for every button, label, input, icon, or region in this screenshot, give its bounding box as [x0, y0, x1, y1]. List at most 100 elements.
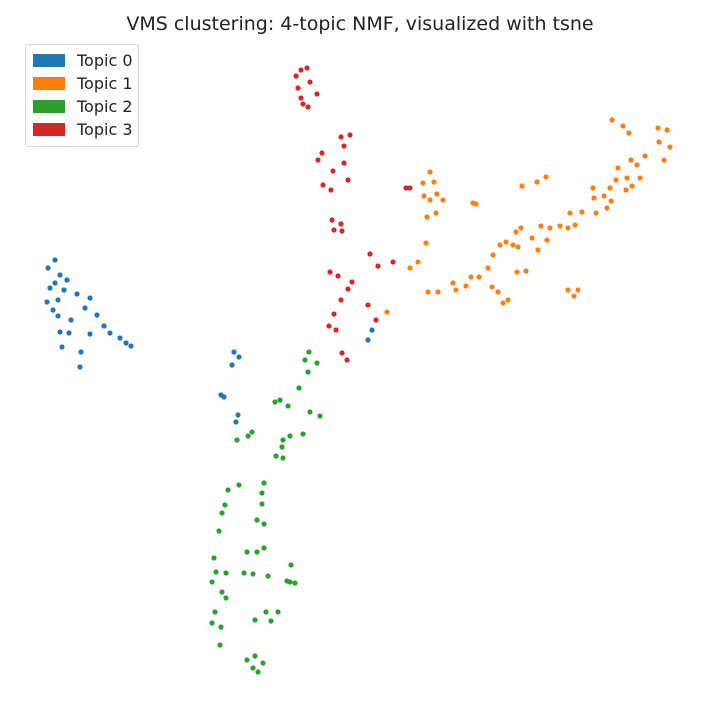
point-topic-3-33 — [365, 302, 371, 308]
point-topic-1-41 — [535, 247, 541, 253]
point-topic-2-7 — [285, 403, 291, 409]
point-topic-2-3 — [305, 369, 311, 375]
point-topic-3-37 — [326, 323, 332, 329]
point-topic-2-33 — [288, 562, 294, 568]
legend-item-topic-0: Topic 0 — [26, 49, 138, 72]
point-topic-2-36 — [292, 580, 298, 586]
point-topic-1-53 — [500, 300, 506, 306]
point-topic-2-11 — [245, 433, 251, 439]
point-topic-1-34 — [513, 229, 519, 235]
point-topic-3-14 — [341, 160, 347, 166]
point-topic-3-7 — [300, 101, 306, 107]
point-topic-1-20 — [591, 195, 597, 201]
series-topic-0 — [44, 257, 375, 425]
point-topic-1-5 — [667, 144, 673, 150]
point-topic-0-34 — [369, 327, 375, 333]
point-topic-2-38 — [213, 569, 219, 575]
point-topic-2-14 — [280, 437, 286, 443]
point-topic-3-31 — [390, 259, 396, 265]
point-topic-0-11 — [50, 307, 56, 313]
point-topic-2-43 — [219, 589, 225, 595]
series-topic-3 — [293, 65, 413, 363]
point-topic-1-49 — [435, 289, 441, 295]
point-topic-1-64 — [420, 180, 426, 186]
point-topic-1-73 — [415, 259, 421, 265]
legend-label: Topic 2 — [77, 97, 133, 116]
point-topic-1-68 — [427, 197, 433, 203]
point-topic-2-0 — [306, 349, 312, 355]
point-topic-1-56 — [575, 287, 581, 293]
point-topic-1-55 — [565, 287, 571, 293]
point-topic-1-47 — [450, 280, 456, 286]
point-topic-0-6 — [61, 287, 67, 293]
point-topic-2-49 — [268, 618, 274, 624]
legend-swatch — [33, 77, 65, 90]
point-topic-1-52 — [495, 289, 501, 295]
point-topic-2-8 — [307, 409, 313, 415]
point-topic-1-26 — [565, 225, 571, 231]
point-topic-2-52 — [217, 642, 223, 648]
point-topic-2-19 — [236, 482, 242, 488]
series-topic-2 — [209, 349, 323, 675]
point-topic-2-53 — [244, 657, 250, 663]
point-topic-2-21 — [225, 487, 231, 493]
point-topic-2-25 — [219, 510, 225, 516]
point-topic-1-10 — [615, 165, 621, 171]
point-topic-2-51 — [218, 624, 224, 630]
point-topic-1-17 — [607, 185, 613, 191]
point-topic-0-17 — [66, 330, 72, 336]
point-topic-1-66 — [434, 191, 440, 197]
point-topic-0-23 — [128, 343, 134, 349]
point-topic-1-67 — [421, 193, 427, 199]
point-topic-3-29 — [345, 286, 351, 292]
point-topic-1-37 — [497, 242, 503, 248]
point-topic-2-54 — [252, 653, 258, 659]
point-topic-3-39 — [344, 357, 350, 363]
point-topic-3-22 — [339, 228, 345, 234]
point-topic-1-12 — [637, 175, 643, 181]
point-topic-2-16 — [300, 431, 306, 437]
point-topic-1-18 — [601, 193, 607, 199]
point-topic-1-7 — [642, 153, 648, 159]
point-topic-2-39 — [241, 570, 247, 576]
point-topic-1-45 — [468, 274, 474, 280]
point-topic-1-70 — [433, 210, 439, 216]
point-topic-3-21 — [338, 221, 344, 227]
point-topic-2-23 — [222, 502, 228, 508]
point-topic-0-32 — [235, 412, 241, 418]
point-topic-0-15 — [68, 317, 74, 323]
point-topic-1-0 — [609, 117, 615, 123]
point-topic-1-23 — [593, 210, 599, 216]
point-topic-1-59 — [534, 179, 540, 185]
point-topic-2-47 — [275, 609, 281, 615]
point-topic-2-10 — [249, 429, 255, 435]
point-topic-2-29 — [244, 549, 250, 555]
point-topic-3-5 — [314, 91, 320, 97]
legend-swatch — [33, 123, 65, 136]
point-topic-1-65 — [431, 179, 437, 185]
point-topic-2-37 — [223, 570, 229, 576]
point-topic-3-26 — [327, 269, 333, 275]
point-topic-2-46 — [263, 609, 269, 615]
point-topic-2-55 — [260, 660, 266, 666]
point-topic-1-51 — [489, 284, 495, 290]
point-topic-3-17 — [320, 182, 326, 188]
point-topic-2-56 — [250, 665, 256, 671]
point-topic-1-16 — [623, 187, 629, 193]
point-topic-3-16 — [345, 177, 351, 183]
point-topic-1-71 — [424, 214, 430, 220]
point-topic-3-10 — [347, 132, 353, 138]
point-topic-1-11 — [634, 162, 640, 168]
point-topic-1-22 — [604, 205, 610, 211]
point-topic-2-42 — [209, 579, 215, 585]
point-topic-2-28 — [216, 528, 222, 534]
point-topic-2-12 — [234, 437, 240, 443]
point-topic-1-43 — [523, 268, 529, 274]
point-topic-1-8 — [661, 157, 667, 163]
point-topic-2-1 — [302, 357, 308, 363]
point-topic-0-3 — [64, 277, 70, 283]
point-topic-2-31 — [261, 545, 267, 551]
point-topic-0-2 — [57, 272, 63, 278]
point-topic-3-35 — [373, 317, 379, 323]
legend-item-topic-2: Topic 2 — [26, 95, 138, 118]
